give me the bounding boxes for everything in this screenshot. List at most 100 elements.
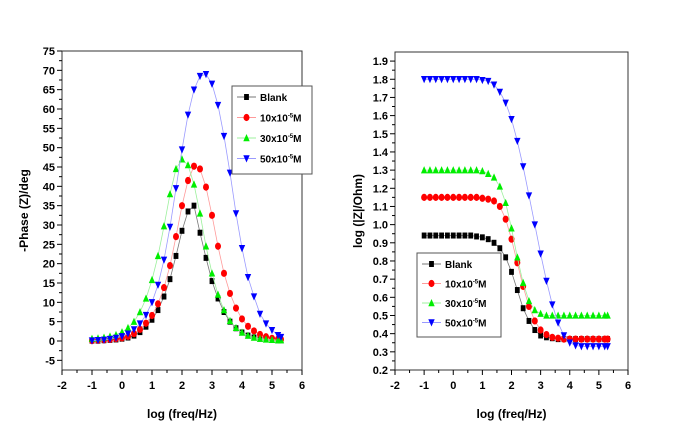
x-tick-label: -1: [419, 380, 429, 392]
y-tick-label: 55: [43, 123, 55, 135]
bode-chart: -2 -1 0 1 2 3 4 5 6 0.2 0.3 0.4 0.5 0.6 0.7 0.8 0.9 1.0 1.…: [351, 51, 631, 421]
y-tick-label: -5: [45, 355, 55, 367]
y-tick-label: 40: [43, 181, 55, 193]
x-tick-label: 2: [179, 380, 185, 392]
data-point: [185, 176, 191, 185]
x-tick-label: 5: [596, 380, 602, 392]
phase-chart: -2 -1 0 1 2 3 4 5 6-5051015202530354045505560657…: [17, 46, 313, 421]
x-tick-label: 6: [625, 380, 631, 392]
y-tick-label: 25: [43, 239, 55, 251]
y-tick-label: 1.3: [373, 165, 388, 177]
series-1: [89, 162, 284, 345]
data-point: [136, 308, 144, 316]
data-point: [503, 254, 509, 261]
data-point: [590, 335, 597, 343]
legend-marker: [243, 155, 250, 163]
data-point: [238, 328, 246, 336]
data-point: [161, 284, 167, 292]
legend-label: Blank: [260, 93, 288, 104]
data-point: [220, 132, 228, 141]
data-point: [509, 268, 514, 275]
data-point: [432, 76, 439, 84]
legend-item: 10x10-5M: [237, 114, 302, 125]
data-point: [149, 316, 155, 323]
legend: Blank 10x10-5M 30x10-5M 50x10-5M: [416, 252, 502, 338]
data-point: [519, 163, 527, 171]
data-point: [589, 311, 597, 319]
data-point: [497, 245, 503, 252]
data-point: [560, 311, 568, 319]
data-point: [491, 239, 497, 246]
data-point: [148, 299, 156, 307]
data-point: [584, 343, 591, 351]
data-point: [467, 166, 474, 174]
data-point: [154, 281, 162, 289]
data-point: [268, 335, 276, 344]
data-point: [209, 278, 215, 285]
legend-marker: [243, 134, 250, 142]
legend-marker: [428, 299, 435, 307]
data-point: [439, 232, 444, 239]
data-point: [595, 335, 602, 343]
data-point: [572, 342, 579, 350]
data-point: [543, 311, 550, 319]
data-point: [520, 305, 526, 312]
data-point: [172, 164, 180, 173]
data-point: [124, 330, 132, 338]
y-tick-label: 1.6: [373, 111, 388, 123]
x-tick-label: 2: [508, 380, 514, 392]
data-point: [514, 137, 521, 146]
data-point: [420, 76, 428, 84]
y-tick-label: 1.0: [373, 220, 388, 232]
data-point: [215, 295, 221, 302]
series-2: [88, 155, 285, 344]
data-point: [554, 319, 562, 327]
y-tick-label: 50: [43, 143, 55, 155]
legend-label: 50x10-5M: [260, 155, 302, 166]
data-point: [190, 180, 198, 188]
y-tick-label: 0.3: [373, 347, 388, 359]
x-tick-label: 6: [299, 380, 305, 392]
data-point: [549, 301, 556, 309]
y-tick-label: 60: [43, 104, 55, 116]
data-point: [502, 215, 509, 223]
legend-marker: [428, 279, 435, 288]
data-point: [250, 293, 258, 301]
data-point: [179, 202, 185, 210]
data-point: [154, 251, 162, 260]
x-tick-label: -2: [57, 380, 67, 392]
data-point: [256, 310, 264, 318]
data-point: [432, 166, 439, 174]
data-point: [142, 294, 150, 302]
data-point: [604, 311, 611, 319]
series-2: [420, 166, 611, 319]
x-tick-label: 0: [450, 380, 456, 392]
data-point: [106, 335, 114, 344]
data-point: [444, 166, 451, 174]
y-tick-label: 30: [43, 220, 55, 232]
data-point: [555, 334, 562, 342]
x-axis-label: log (freq/Hz): [147, 407, 217, 421]
data-point: [531, 317, 538, 325]
data-point: [166, 223, 174, 231]
data-point: [432, 193, 439, 201]
x-tick-label: 5: [269, 380, 275, 392]
legend-label: 10x10-5M: [260, 114, 302, 125]
data-point: [438, 193, 445, 201]
legend-label: 30x10-5M: [445, 299, 487, 310]
series-3: [420, 76, 611, 351]
data-point: [124, 323, 132, 332]
data-point: [277, 333, 285, 342]
data-point: [131, 330, 137, 338]
data-point: [485, 169, 492, 177]
y-tick-label: 35: [43, 201, 55, 213]
legend-marker: [428, 319, 435, 327]
y-axis-label: log (|Z|/Ohm): [351, 174, 365, 248]
data-point: [572, 335, 579, 343]
data-point: [421, 193, 428, 201]
legend-item: 50x10-5M: [422, 319, 487, 330]
legend-marker: [243, 113, 250, 122]
data-point: [251, 327, 257, 335]
data-point: [256, 334, 264, 342]
legend-label: 30x10-5M: [260, 134, 302, 145]
